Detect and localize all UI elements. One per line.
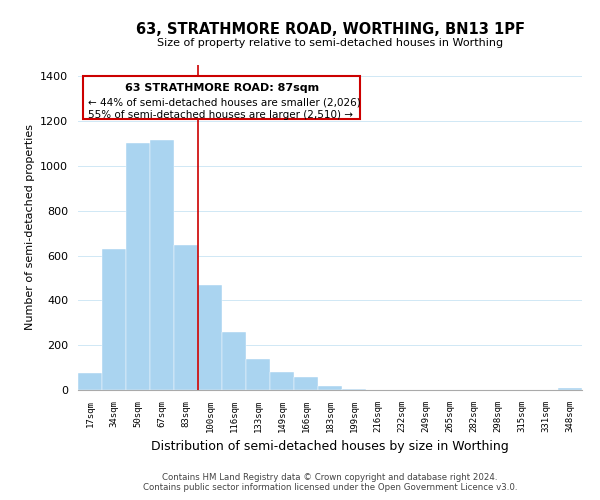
Bar: [126, 144, 150, 390]
Bar: [174, 246, 198, 390]
Y-axis label: Number of semi-detached properties: Number of semi-detached properties: [25, 124, 35, 330]
Bar: [318, 386, 342, 390]
Bar: [102, 249, 126, 390]
Text: 63 STRATHMORE ROAD: 87sqm: 63 STRATHMORE ROAD: 87sqm: [125, 83, 319, 93]
Bar: [222, 332, 246, 390]
Bar: [270, 372, 294, 390]
Bar: [558, 388, 582, 390]
X-axis label: Distribution of semi-detached houses by size in Worthing: Distribution of semi-detached houses by …: [151, 440, 509, 454]
Text: Contains HM Land Registry data © Crown copyright and database right 2024.
Contai: Contains HM Land Registry data © Crown c…: [143, 473, 517, 492]
Bar: [78, 373, 102, 390]
Text: Size of property relative to semi-detached houses in Worthing: Size of property relative to semi-detach…: [157, 38, 503, 48]
Bar: [294, 376, 318, 390]
Text: ← 44% of semi-detached houses are smaller (2,026): ← 44% of semi-detached houses are smalle…: [88, 98, 361, 108]
Bar: [150, 140, 174, 390]
Bar: [342, 389, 366, 390]
Text: 55% of semi-detached houses are larger (2,510) →: 55% of semi-detached houses are larger (…: [88, 110, 353, 120]
Bar: [198, 284, 222, 390]
Text: 63, STRATHMORE ROAD, WORTHING, BN13 1PF: 63, STRATHMORE ROAD, WORTHING, BN13 1PF: [136, 22, 524, 38]
Bar: [246, 358, 270, 390]
FancyBboxPatch shape: [83, 76, 360, 118]
